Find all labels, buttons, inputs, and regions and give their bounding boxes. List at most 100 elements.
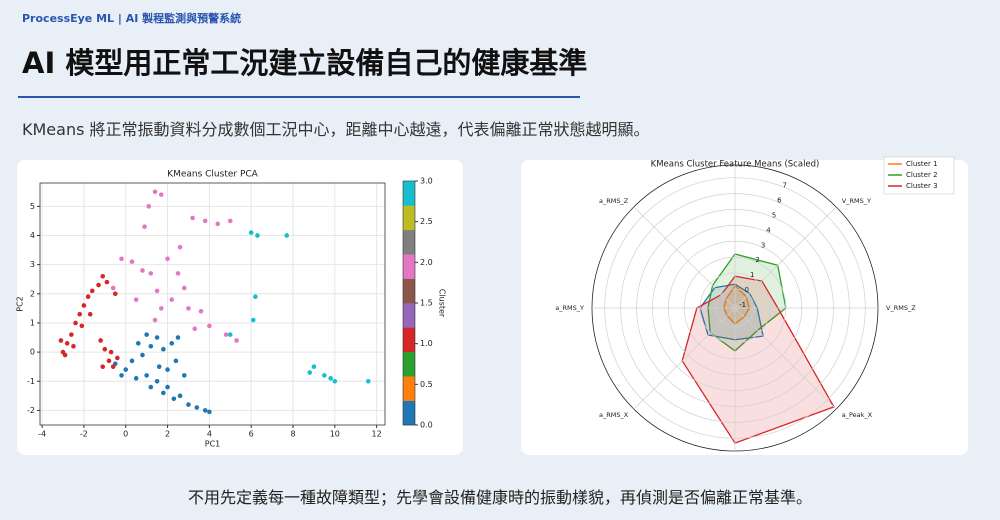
point — [148, 271, 154, 276]
point — [173, 358, 179, 364]
x-tick-label: 2 — [165, 430, 170, 439]
r-tick-label: 7 — [783, 182, 787, 190]
point — [119, 373, 124, 378]
point — [227, 218, 233, 224]
plot-frame — [39, 182, 386, 426]
r-tick-label: 3 — [761, 241, 765, 249]
point — [181, 373, 187, 378]
colorbar-segment — [403, 327, 415, 353]
point — [98, 338, 103, 343]
y-tick-label: 3 — [30, 260, 35, 269]
category-label: a_Peak_X — [842, 411, 873, 419]
point — [119, 256, 124, 262]
point — [177, 244, 183, 250]
r-tick-label: -1 — [739, 301, 746, 309]
point — [144, 373, 149, 378]
point — [177, 393, 183, 399]
point — [58, 338, 64, 343]
x-tick-label: 8 — [290, 430, 295, 439]
point — [248, 230, 254, 235]
point — [328, 376, 333, 381]
point — [135, 341, 141, 346]
spoke — [734, 206, 837, 309]
point — [129, 358, 135, 364]
brand: ProcessEye ML | AI 製程監測與預警系統 — [22, 12, 242, 25]
point — [140, 352, 145, 358]
x-tick-label: 6 — [249, 430, 254, 439]
point — [332, 378, 338, 384]
colorbar-segment — [403, 254, 415, 279]
point — [186, 306, 191, 311]
point — [71, 343, 76, 349]
category-label: a_RMS_Z — [599, 197, 629, 205]
y-tick-label: -1 — [27, 377, 35, 386]
y-tick-label: 0 — [30, 348, 35, 357]
title-rule — [18, 96, 580, 98]
category-label: a_RMS_X — [599, 411, 629, 419]
point — [181, 285, 187, 291]
point — [110, 364, 116, 369]
point — [175, 271, 181, 276]
point — [129, 259, 135, 265]
r-tick-label: 0 — [745, 286, 749, 294]
point — [207, 323, 212, 329]
colorbar-tick-label: 1.5 — [420, 299, 433, 308]
point — [165, 384, 170, 390]
point — [148, 384, 154, 390]
point — [234, 338, 239, 343]
point — [144, 332, 149, 337]
category-label: V_RMS_Z — [886, 304, 916, 312]
point — [156, 364, 162, 369]
point — [161, 346, 166, 352]
point — [96, 282, 101, 288]
legend-label: Cluster 1 — [906, 160, 938, 168]
y-tick-label: 2 — [30, 289, 35, 298]
x-tick-label: 12 — [372, 430, 382, 439]
point — [110, 285, 116, 291]
spoke — [734, 307, 837, 410]
category-label: V_RMS_Y — [842, 197, 871, 205]
point — [87, 311, 93, 317]
x-tick-label: 0 — [123, 430, 128, 439]
r-tick-label: 2 — [755, 256, 759, 264]
x-tick-label: 10 — [330, 430, 340, 439]
point — [165, 367, 170, 372]
x-tick-label: -2 — [80, 430, 88, 439]
point — [69, 332, 74, 337]
point — [152, 317, 158, 323]
point — [165, 256, 170, 262]
r-tick-label: 4 — [766, 226, 771, 234]
point — [152, 189, 158, 195]
spoke — [633, 206, 736, 309]
legend-label: Cluster 3 — [906, 182, 938, 190]
colorbar-segment — [403, 351, 415, 377]
x-tick-label: 4 — [207, 430, 212, 439]
point — [133, 297, 139, 302]
x-tick-label: -4 — [38, 430, 46, 439]
x-axis-label: PC1 — [205, 440, 221, 449]
point — [284, 233, 290, 238]
point — [207, 409, 212, 415]
point — [142, 224, 147, 230]
point — [202, 408, 208, 413]
point — [140, 268, 145, 273]
point — [106, 358, 112, 364]
colorbar-segment — [403, 229, 415, 255]
colorbar-tick-label: 2.0 — [420, 258, 433, 267]
colorbar-tick-label: 1.0 — [420, 339, 433, 348]
point — [255, 233, 260, 238]
spoke — [633, 307, 736, 410]
point — [250, 317, 256, 323]
point — [171, 396, 177, 402]
point — [85, 294, 91, 300]
colorbar-segment — [403, 278, 415, 304]
point — [365, 378, 371, 384]
r-tick-label: 1 — [750, 271, 754, 279]
point — [64, 341, 70, 346]
card — [17, 160, 463, 455]
point — [169, 297, 175, 302]
point — [115, 355, 120, 361]
r-tick-label: 6 — [777, 196, 782, 204]
